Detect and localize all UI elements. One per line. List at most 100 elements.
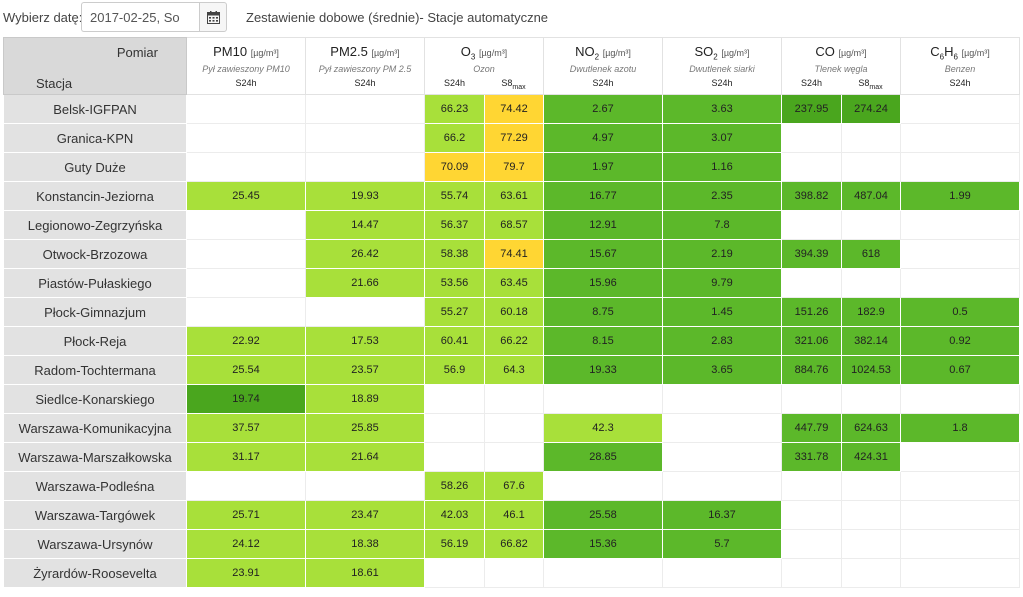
date-input[interactable] <box>81 2 199 32</box>
value-cell <box>186 297 306 327</box>
column-label: S8max <box>858 78 883 91</box>
value-cell: 182.9 <box>841 297 901 327</box>
table-row: Warszawa-Komunikacyjna 37.57 25.85 42.3 447.… <box>3 413 1020 443</box>
value-cell <box>900 152 1020 182</box>
value-cell <box>841 152 901 182</box>
calendar-button[interactable] <box>199 2 227 32</box>
value-cell: 15.96 <box>543 268 663 298</box>
value-cell <box>841 529 901 559</box>
station-name: Radom-Tochtermana <box>3 355 187 385</box>
value-cell: 8.15 <box>543 326 663 356</box>
value-cell: 237.95 <box>781 94 842 124</box>
value-cell: 18.61 <box>305 558 425 588</box>
value-cell: 58.38 <box>424 239 485 269</box>
table-row: Belsk-IGFPAN 66.23 74.42 2.67 3.63 237.95 274.… <box>3 94 1020 124</box>
value-cell <box>841 268 901 298</box>
column-label: S24h <box>443 78 466 88</box>
param-name: SO2 [µg/m³] <box>663 44 781 62</box>
stacja-label: Stacja <box>36 76 73 91</box>
table-row: Legionowo-Zegrzyńska 14.47 56.37 68.57 12.91… <box>3 210 1020 240</box>
header-param: C6H6 [µg/m³] Benzen S24h <box>900 37 1020 95</box>
value-cell: 16.77 <box>543 181 663 211</box>
value-cell: 3.63 <box>662 94 782 124</box>
value-cell: 70.09 <box>424 152 485 182</box>
column-label: S24h <box>592 78 614 88</box>
value-cell: 26.42 <box>305 239 425 269</box>
value-cell <box>186 471 306 501</box>
value-cell <box>186 123 306 153</box>
value-cell <box>841 123 901 153</box>
header-param: SO2 [µg/m³] Dwutlenek siarki S24h <box>662 37 782 95</box>
value-cell <box>781 500 842 530</box>
value-cell: 9.79 <box>662 268 782 298</box>
value-cell: 624.63 <box>841 413 901 443</box>
param-symbol: CO <box>815 44 835 59</box>
table-row: Żyrardów-Roosevelta 23.91 18.61 <box>3 558 1020 588</box>
table-row: Płock-Reja 22.92 17.53 60.41 66.22 8.15 2.83 32… <box>3 326 1020 356</box>
header-corner: Pomiar Stacja <box>3 37 187 95</box>
station-name: Warszawa-Podleśna <box>3 471 187 501</box>
date-label: Wybierz datę: <box>3 10 83 25</box>
value-cell: 53.56 <box>424 268 485 298</box>
value-cell: 1.99 <box>900 181 1020 211</box>
param-subscript: 2 <box>594 52 600 62</box>
table-row: Konstancin-Jeziorna 25.45 19.93 55.74 63.61 1… <box>3 181 1020 211</box>
param-description: Dwutlenek siarki <box>689 64 755 74</box>
value-cell <box>484 413 544 443</box>
value-cell: 1.45 <box>662 297 782 327</box>
value-cell <box>662 384 782 414</box>
value-cell <box>900 123 1020 153</box>
station-name: Legionowo-Zegrzyńska <box>3 210 187 240</box>
station-name: Płock-Gimnazjum <box>3 297 187 327</box>
value-cell <box>186 94 306 124</box>
value-cell <box>841 471 901 501</box>
value-cell <box>900 558 1020 588</box>
value-cell: 5.7 <box>662 529 782 559</box>
value-cell: 7.8 <box>662 210 782 240</box>
station-name: Płock-Reja <box>3 326 187 356</box>
value-cell: 66.22 <box>484 326 544 356</box>
value-cell: 19.93 <box>305 181 425 211</box>
value-cell: 21.66 <box>305 268 425 298</box>
param-symbol: PM10 <box>213 44 248 59</box>
value-cell <box>781 558 842 588</box>
date-picker[interactable] <box>81 2 227 32</box>
param-columns: S24h <box>901 78 1019 88</box>
param-columns: S24h <box>663 78 781 88</box>
value-cell: 25.45 <box>186 181 306 211</box>
value-cell: 14.47 <box>305 210 425 240</box>
value-cell <box>424 413 485 443</box>
param-description: Benzen <box>944 64 976 74</box>
value-cell <box>900 471 1020 501</box>
station-name: Granica-KPN <box>3 123 187 153</box>
table-row: Warszawa-Podleśna 58.26 67.6 <box>3 471 1020 501</box>
param-unit: [µg/m³] <box>721 48 750 58</box>
value-cell: 74.41 <box>484 239 544 269</box>
station-name: Guty Duże <box>3 152 187 182</box>
value-cell <box>841 558 901 588</box>
header-param: O3 [µg/m³] Ozon S24h S8max <box>424 37 544 95</box>
value-cell <box>484 384 544 414</box>
value-cell: 28.85 <box>543 442 663 472</box>
value-cell: 18.89 <box>305 384 425 414</box>
param-symbol: C <box>930 44 940 59</box>
param-name: O3 [µg/m³] <box>425 44 543 62</box>
param-description: Dwutlenek azotu <box>569 64 637 74</box>
value-cell: 56.37 <box>424 210 485 240</box>
value-cell: 42.3 <box>543 413 663 443</box>
value-cell: 25.85 <box>305 413 425 443</box>
value-cell: 15.36 <box>543 529 663 559</box>
value-cell: 56.19 <box>424 529 485 559</box>
value-cell: 12.91 <box>543 210 663 240</box>
station-name: Żyrardów-Roosevelta <box>3 558 187 588</box>
param-columns: S24h S8max <box>782 78 900 91</box>
column-label: S24h <box>949 78 971 88</box>
value-cell: 60.41 <box>424 326 485 356</box>
table-row: Warszawa-Ursynów 24.12 18.38 56.19 66.82 15.3… <box>3 529 1020 559</box>
station-name: Otwock-Brzozowa <box>3 239 187 269</box>
value-cell: 1.8 <box>900 413 1020 443</box>
value-cell: 321.06 <box>781 326 842 356</box>
param-unit: [µg/m³] <box>602 48 631 58</box>
value-cell <box>305 471 425 501</box>
param-subscript: 2 <box>713 52 718 62</box>
